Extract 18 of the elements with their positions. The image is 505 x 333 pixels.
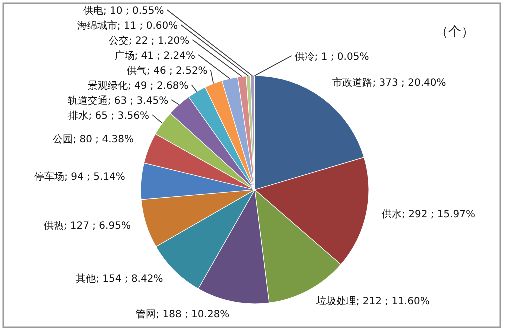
slice-label: 供热; 127 ; 6.95%	[44, 220, 131, 232]
slice-label: 供冷; 1 ; 0.05%	[294, 51, 370, 63]
slice-label: 停车场; 94 ; 5.14%	[34, 171, 126, 184]
slice-label: 供水; 292 ; 15.97%	[382, 208, 476, 220]
slice-label: 公园; 80 ; 4.38%	[53, 133, 134, 146]
slice-label: 公交; 22 ; 1.20%	[108, 35, 190, 47]
slice-label: 景观绿化; 49 ; 2.68%	[88, 80, 189, 92]
slice-label: 其他; 154 ; 8.42%	[76, 273, 164, 286]
slice-label: 轨道交通; 63 ; 3.45%	[68, 95, 169, 107]
slice-label: 海绵城市; 11 ; 0.60%	[77, 20, 178, 32]
slice-label: 管网; 188 ; 10.28%	[136, 310, 230, 321]
slice-label: 广场; 41 ; 2.24%	[114, 50, 196, 62]
slice-label: 供电; 10 ; 0.55%	[83, 5, 164, 17]
slice-label: 排水; 65 ; 3.56%	[68, 110, 150, 122]
slice-label: 供气; 46 ; 2.52%	[127, 65, 208, 77]
slice-label: 垃圾处理; 212 ; 11.60%	[315, 296, 430, 308]
text: （个）	[436, 25, 474, 40]
slice-label: 市政道路; 373 ; 20.40%	[332, 76, 446, 89]
